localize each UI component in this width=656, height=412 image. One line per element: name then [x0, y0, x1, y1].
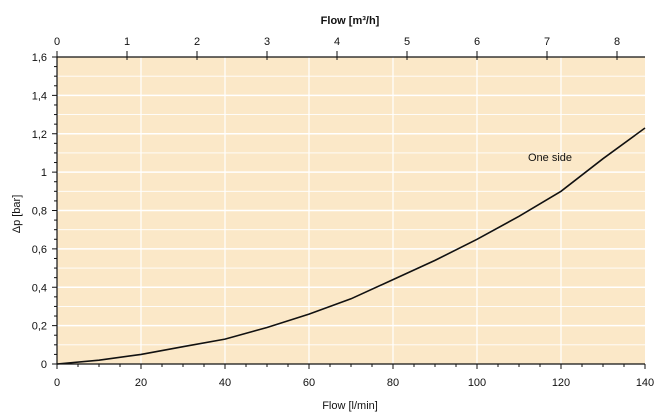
x-tick-label: 120 [552, 377, 570, 389]
y-tick-label: 0,6 [32, 244, 47, 256]
top-tick-label: 0 [54, 36, 60, 48]
y-tick-label: 1 [41, 167, 47, 179]
bottom-axis-title: Flow [l/min] [322, 400, 378, 412]
grid [57, 57, 645, 364]
top-axis-title: Flow [m³/h] [321, 15, 380, 27]
y-axis-title: Δp [bar] [11, 195, 23, 234]
x-tick-label: 140 [636, 377, 654, 389]
top-tick-label: 6 [474, 36, 480, 48]
x-tick-label: 40 [219, 377, 231, 389]
top-tick-label: 1 [124, 36, 130, 48]
series-line-one-side [56, 127, 646, 365]
top-tick-label: 4 [334, 36, 340, 48]
y-tick-label: 0 [41, 359, 47, 371]
series-annotation: One side [528, 152, 572, 164]
x-tick-label: 100 [468, 377, 486, 389]
ticks: 00,20,40,60,811,21,41,60 20 40 60 80 100 120 14… [32, 36, 654, 389]
x-tick-label: 80 [387, 377, 399, 389]
top-tick-label: 5 [404, 36, 410, 48]
y-tick-label: 0,2 [32, 321, 47, 333]
y-tick-label: 1,6 [32, 52, 47, 64]
x-tick-label: 60 [303, 377, 315, 389]
y-tick-label: 1,2 [32, 129, 47, 141]
x-tick-label: 0 [54, 377, 60, 389]
y-tick-label: 1,4 [32, 90, 47, 102]
y-tick-label: 0,4 [32, 282, 47, 294]
top-tick-label: 7 [544, 36, 550, 48]
top-tick-label: 3 [264, 36, 270, 48]
top-tick-label: 2 [194, 36, 200, 48]
top-tick-label: 8 [614, 36, 620, 48]
x-tick-label: 20 [135, 377, 147, 389]
y-tick-label: 0,8 [32, 206, 47, 218]
